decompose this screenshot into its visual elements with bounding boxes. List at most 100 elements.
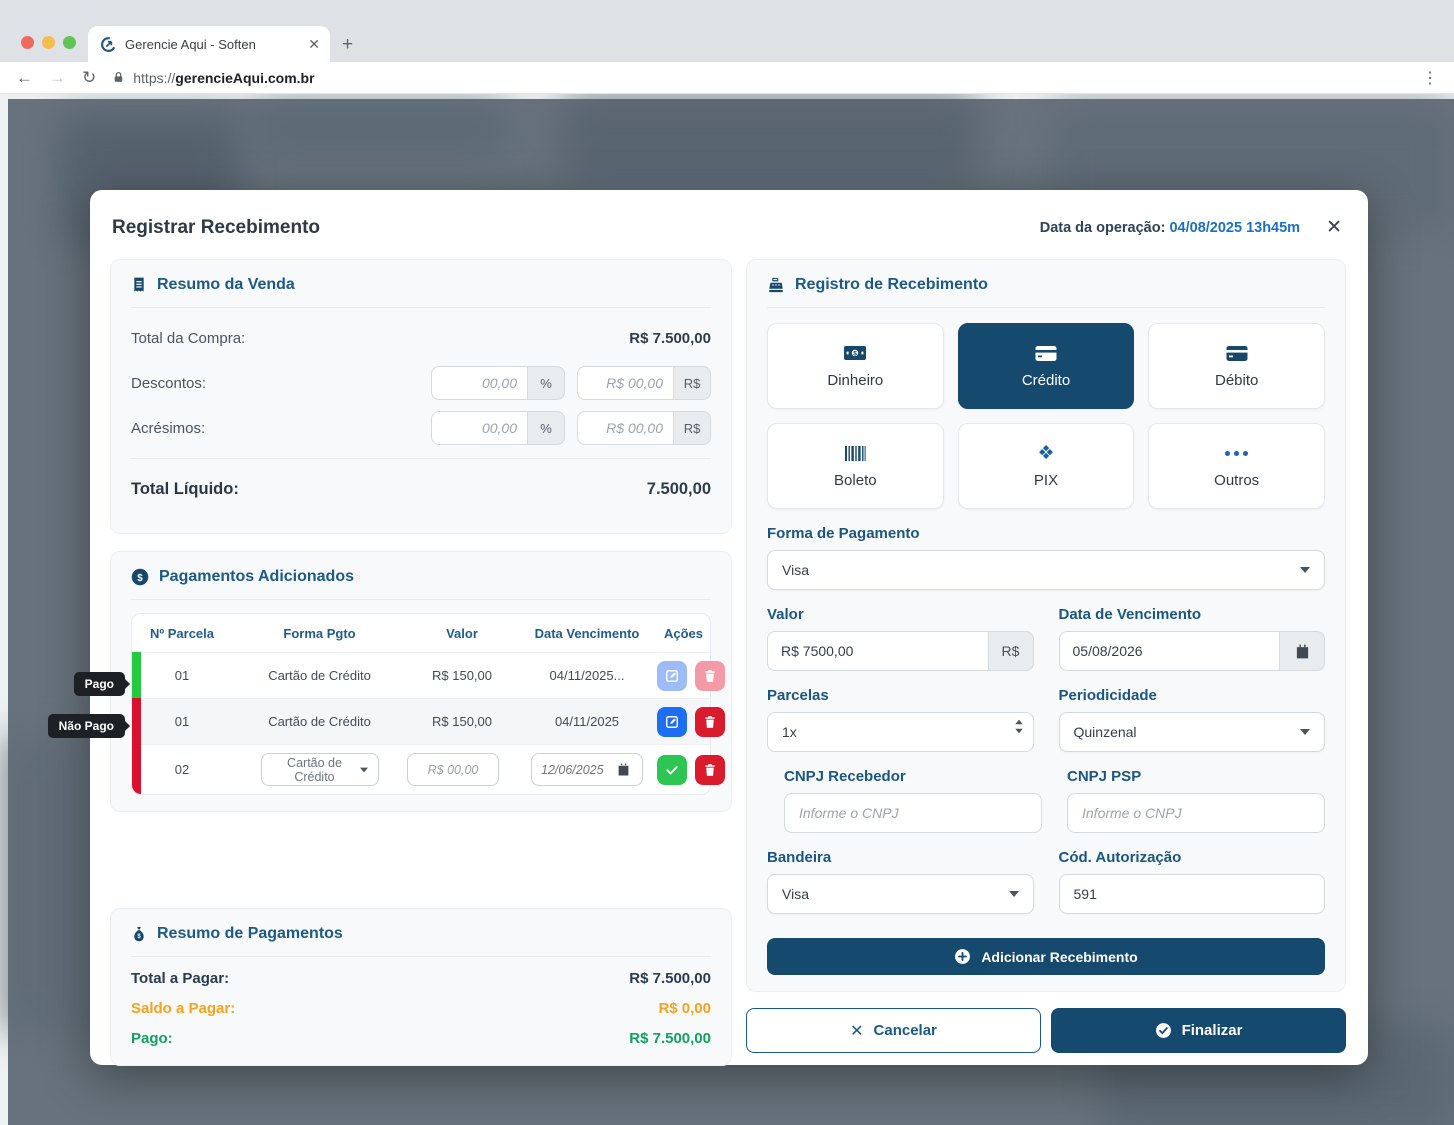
vencimento-date-input[interactable] (531, 753, 643, 786)
debit-card-icon (1226, 343, 1248, 363)
sale-summary-card: Resumo da Venda Total da Compra: R$ 7.50… (110, 259, 732, 534)
valor-input[interactable] (407, 753, 499, 786)
bandeira-label: Bandeira (767, 849, 1034, 866)
confirm-payment-button[interactable] (657, 755, 687, 785)
payments-added-title: Pagamentos Adicionados (159, 568, 354, 586)
cnpj-recebedor-input[interactable] (784, 793, 1042, 833)
calendar-icon (1279, 631, 1325, 671)
url-text: https://gerencieAqui.com.br (133, 70, 314, 86)
cod-autorizacao-label: Cód. Autorização (1059, 849, 1326, 866)
pix-icon: ❖ (1037, 443, 1054, 463)
payment-method-tiles: $ Dinheiro (767, 323, 1325, 509)
receipt-form-card: Registro de Recebimento $ (746, 259, 1346, 992)
stepper-up-icon[interactable] (1015, 720, 1023, 725)
stepper-down-icon[interactable] (1015, 729, 1023, 734)
adicionar-recebimento-button[interactable]: Adicionar Recebimento (767, 938, 1325, 975)
operation-date: Data da operação: 04/08/2025 13h45m (1040, 220, 1300, 236)
forma-pagamento-label: Forma de Pagamento (767, 525, 1325, 542)
acresimo-valor-input[interactable] (577, 411, 673, 445)
forward-icon[interactable]: → (49, 69, 66, 86)
edit-payment-button[interactable] (657, 661, 687, 691)
browser-tab[interactable]: Gerencie Aqui - Soften ✕ (88, 26, 330, 62)
valor-label: Valor (767, 606, 1034, 623)
money-bill-icon: $ (843, 343, 867, 363)
address-bar[interactable]: https://gerencieAqui.com.br (112, 70, 1406, 86)
total-a-pagar-row: Total a Pagar: R$ 7.500,00 (131, 970, 711, 987)
cash-register-icon (767, 276, 785, 294)
forma-pgto-select[interactable]: Cartão de Crédito (261, 753, 379, 786)
acresimo-percent-input[interactable] (431, 411, 527, 445)
descontos-row: Descontos: % R$ (131, 366, 711, 400)
method-tile-outros[interactable]: Outros (1148, 423, 1325, 509)
periodicidade-select[interactable]: Quinzenal (1059, 712, 1326, 752)
method-tile-dinheiro[interactable]: $ Dinheiro (767, 323, 944, 409)
check-circle-icon (1155, 1022, 1172, 1039)
parcelas-label: Parcelas (767, 687, 1034, 704)
forma-pagamento-select[interactable]: Visa (767, 550, 1325, 590)
delete-payment-button[interactable] (695, 755, 725, 785)
payments-added-header: $ Pagamentos Adicionados (131, 568, 711, 586)
back-icon[interactable]: ← (16, 69, 33, 86)
calendar-icon (617, 763, 630, 776)
periodicidade-label: Periodicidade (1059, 687, 1326, 704)
method-tile-debito[interactable]: Débito (1148, 323, 1325, 409)
desconto-percent-input[interactable] (431, 366, 527, 400)
tab-title: Gerencie Aqui - Soften (125, 37, 300, 52)
pago-value: R$ 7.500,00 (629, 1030, 711, 1047)
dollar-circle-icon: $ (131, 568, 149, 586)
currency-addon: R$ (673, 411, 711, 445)
cancelar-button[interactable]: ✕ Cancelar (746, 1008, 1041, 1053)
data-vencimento-input[interactable] (1059, 631, 1280, 671)
site-favicon-icon (100, 36, 117, 53)
x-icon: ✕ (850, 1021, 863, 1041)
finalizar-button[interactable]: Finalizar (1051, 1008, 1346, 1053)
desconto-valor-input[interactable] (577, 366, 673, 400)
minimize-window-button[interactable] (42, 36, 55, 49)
delete-payment-button[interactable] (695, 707, 725, 737)
total-liquido-row: Total Líquido: 7.500,00 (131, 472, 711, 506)
acresimos-row: Acrésimos: % R$ (131, 411, 711, 445)
payments-added-card: $ Pagamentos Adicionados Pago Não Pago N… (110, 551, 732, 812)
total-a-pagar-value: R$ 7.500,00 (629, 970, 711, 987)
method-tile-credito[interactable]: Crédito (958, 323, 1135, 409)
percent-addon: % (527, 366, 565, 400)
table-row-editing: 02 Cartão de Crédito (132, 744, 710, 794)
currency-addon: R$ (673, 366, 711, 400)
receipt-icon (131, 276, 147, 294)
parcelas-stepper[interactable] (767, 712, 1034, 752)
bandeira-select[interactable]: Visa (767, 874, 1034, 914)
svg-text:$: $ (137, 573, 143, 584)
chevron-down-icon (360, 767, 368, 772)
reload-icon[interactable]: ↻ (82, 69, 96, 86)
method-tile-pix[interactable]: ❖ PIX (958, 423, 1135, 509)
plus-circle-icon (954, 948, 971, 965)
method-tile-boleto[interactable]: Boleto (767, 423, 944, 509)
status-badge-nao-pago: Não Pago (48, 714, 125, 738)
registrar-recebimento-modal: Registrar Recebimento Data da operação: … (90, 190, 1368, 1065)
table-row: 01 Cartão de Crédito R$ 150,00 04/11/202… (132, 698, 710, 744)
chevron-down-icon (1300, 729, 1310, 735)
total-compra-row: Total da Compra: R$ 7.500,00 (131, 321, 711, 355)
close-window-button[interactable] (21, 36, 34, 49)
cnpj-recebedor-label: CNPJ Recebedor (784, 768, 1042, 785)
cnpj-psp-label: CNPJ PSP (1067, 768, 1325, 785)
new-tab-button[interactable]: + (342, 34, 353, 56)
cod-autorizacao-input[interactable] (1059, 874, 1326, 914)
edit-payment-button[interactable] (657, 707, 687, 737)
lock-icon (112, 70, 125, 85)
payments-table-header: Nº Parcela Forma Pgto Valor Data Vencime… (132, 614, 710, 652)
tab-close-icon[interactable]: ✕ (308, 36, 320, 53)
table-row: 01 Cartão de Crédito R$ 150,00 04/11/202… (132, 652, 710, 698)
sale-summary-header: Resumo da Venda (131, 276, 711, 294)
parcelas-input[interactable] (767, 712, 1034, 752)
chevron-down-icon (1009, 891, 1019, 897)
browser-menu-icon[interactable]: ⋮ (1422, 68, 1438, 88)
maximize-window-button[interactable] (63, 36, 76, 49)
credit-card-icon (1035, 343, 1057, 363)
receipt-form-header: Registro de Recebimento (767, 276, 1325, 294)
cnpj-psp-input[interactable] (1067, 793, 1325, 833)
valor-input[interactable] (767, 631, 988, 671)
delete-payment-button[interactable] (695, 661, 725, 691)
modal-title: Registrar Recebimento (112, 217, 320, 239)
modal-close-icon[interactable]: ✕ (1326, 216, 1342, 239)
